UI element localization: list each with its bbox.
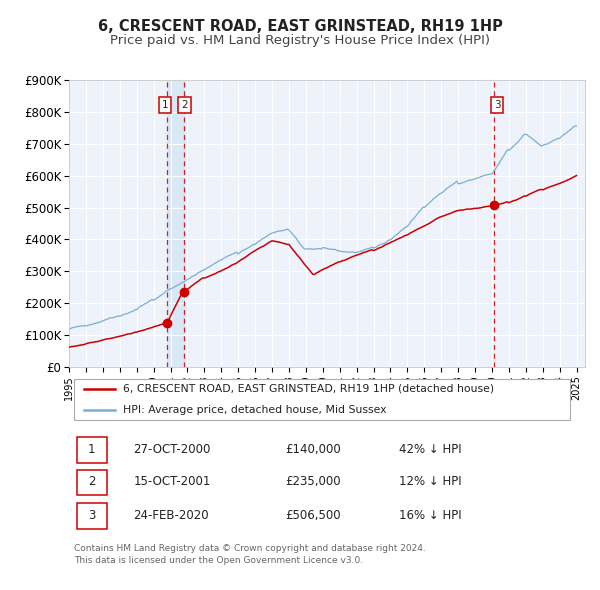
FancyBboxPatch shape	[74, 379, 569, 420]
Text: 24-FEB-2020: 24-FEB-2020	[133, 509, 209, 522]
Text: 12% ↓ HPI: 12% ↓ HPI	[399, 476, 462, 489]
Text: 15-OCT-2001: 15-OCT-2001	[133, 476, 211, 489]
Text: £235,000: £235,000	[286, 476, 341, 489]
FancyBboxPatch shape	[77, 437, 107, 463]
Text: £506,500: £506,500	[286, 509, 341, 522]
Text: 16% ↓ HPI: 16% ↓ HPI	[399, 509, 462, 522]
Text: 1: 1	[88, 443, 95, 456]
FancyBboxPatch shape	[77, 503, 107, 529]
Text: 27-OCT-2000: 27-OCT-2000	[133, 443, 211, 456]
Text: 3: 3	[88, 509, 95, 522]
Text: 42% ↓ HPI: 42% ↓ HPI	[399, 443, 462, 456]
Text: 3: 3	[494, 100, 500, 110]
Text: 2: 2	[88, 476, 95, 489]
Text: £140,000: £140,000	[286, 443, 341, 456]
Text: 6, CRESCENT ROAD, EAST GRINSTEAD, RH19 1HP: 6, CRESCENT ROAD, EAST GRINSTEAD, RH19 1…	[98, 19, 502, 34]
Text: 6, CRESCENT ROAD, EAST GRINSTEAD, RH19 1HP (detached house): 6, CRESCENT ROAD, EAST GRINSTEAD, RH19 1…	[123, 384, 494, 394]
Bar	[167, 80, 184, 368]
Text: Contains HM Land Registry data © Crown copyright and database right 2024.
This d: Contains HM Land Registry data © Crown c…	[74, 544, 426, 565]
Text: HPI: Average price, detached house, Mid Sussex: HPI: Average price, detached house, Mid …	[123, 405, 386, 415]
Text: 2: 2	[181, 100, 188, 110]
FancyBboxPatch shape	[77, 470, 107, 495]
Text: Price paid vs. HM Land Registry's House Price Index (HPI): Price paid vs. HM Land Registry's House …	[110, 34, 490, 47]
Text: 1: 1	[161, 100, 168, 110]
